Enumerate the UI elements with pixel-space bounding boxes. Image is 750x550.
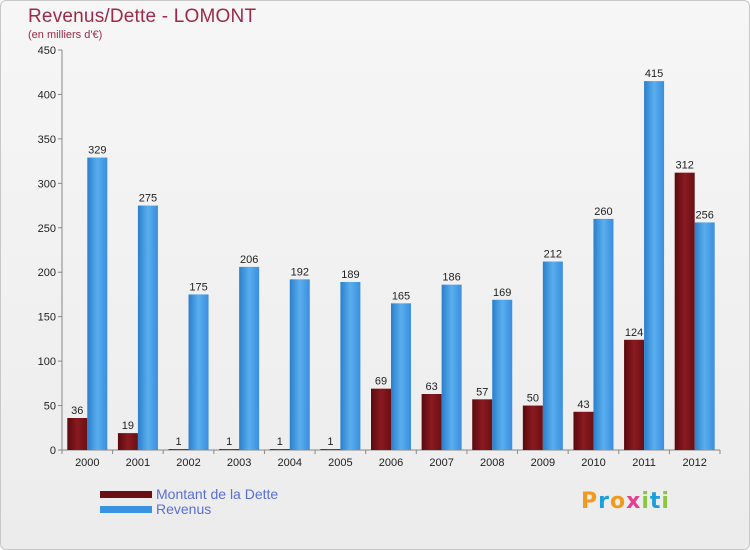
y-tick-label: 0	[50, 445, 56, 457]
logo-letter: x	[626, 489, 642, 514]
bar-dette	[573, 411, 594, 450]
bar-dette	[674, 172, 695, 450]
x-tick-label: 2011	[632, 457, 656, 469]
y-tick-label: 50	[44, 401, 56, 413]
bar-revenus	[441, 284, 462, 450]
data-label-revenus: 189	[341, 269, 359, 281]
bar-dette	[421, 394, 442, 450]
bar-revenus	[188, 294, 209, 450]
x-tick-label: 2007	[429, 457, 453, 469]
bar-dette	[269, 449, 290, 450]
data-label-dette: 1	[175, 436, 181, 448]
bar-dette	[168, 449, 189, 450]
data-label-revenus: 329	[88, 145, 106, 157]
legend-label-revenus: Revenus	[156, 501, 212, 517]
x-tick-label: 2000	[75, 457, 99, 469]
legend-label-dette: Montant de la Dette	[156, 486, 279, 502]
x-tick-label: 2003	[227, 457, 251, 469]
data-label-revenus: 212	[544, 249, 562, 261]
data-label-revenus: 175	[189, 281, 207, 293]
data-label-dette: 312	[676, 160, 694, 172]
bar-revenus	[239, 266, 260, 450]
logo-letter: i	[641, 489, 650, 514]
data-label-dette: 69	[375, 376, 387, 388]
bar-dette	[522, 405, 543, 450]
bar-revenus	[340, 282, 361, 450]
logo-letter: P	[581, 489, 599, 514]
data-label-revenus: 165	[392, 290, 410, 302]
data-label-dette: 50	[527, 393, 539, 405]
y-tick-label: 400	[38, 89, 56, 101]
y-tick-label: 250	[38, 223, 56, 235]
x-tick-label: 2010	[581, 457, 605, 469]
logo-letter: t	[649, 489, 662, 514]
data-label-revenus: 206	[240, 254, 258, 266]
data-label-revenus: 256	[696, 209, 714, 221]
y-tick-label: 300	[38, 178, 56, 190]
data-label-dette: 124	[625, 327, 643, 339]
legend-swatch-revenus	[100, 506, 152, 513]
bar-dette	[67, 418, 88, 450]
data-label-revenus: 275	[139, 193, 157, 205]
x-tick-label: 2009	[531, 457, 555, 469]
bar-revenus	[391, 303, 411, 450]
data-label-dette: 1	[327, 436, 333, 448]
data-label-revenus: 192	[291, 266, 309, 278]
logo-letter: r	[598, 489, 610, 514]
y-tick-label: 350	[38, 134, 56, 146]
bar-revenus	[644, 81, 665, 450]
x-tick-label: 2001	[126, 457, 150, 469]
bar-revenus	[593, 218, 614, 450]
data-label-dette: 63	[425, 381, 437, 393]
y-tick-label: 450	[38, 45, 56, 57]
proxiti-logo: Proxiti	[581, 489, 670, 514]
y-tick-label: 100	[38, 356, 56, 368]
y-tick-label: 150	[38, 312, 56, 324]
bar-revenus	[137, 205, 158, 450]
logo-letter: i	[661, 489, 670, 514]
data-label-revenus: 169	[493, 287, 511, 299]
data-label-revenus: 260	[594, 206, 612, 218]
bar-dette	[117, 433, 138, 450]
chart-title: Revenus/Dette - LOMONT	[28, 6, 257, 27]
x-tick-label: 2006	[379, 457, 403, 469]
data-label-revenus: 186	[442, 272, 460, 284]
data-label-dette: 19	[122, 420, 134, 432]
chart-subtitle: (en milliers d'€)	[28, 29, 103, 41]
x-tick-label: 2005	[328, 457, 352, 469]
data-label-dette: 1	[277, 436, 283, 448]
bar-dette	[371, 388, 391, 450]
bar-dette	[320, 449, 341, 450]
x-tick-label: 2008	[480, 457, 504, 469]
logo-letter: o	[609, 489, 627, 514]
data-label-dette: 1	[226, 436, 232, 448]
x-tick-label: 2012	[682, 457, 706, 469]
bar-dette	[472, 399, 493, 450]
legend-swatch-dette	[100, 491, 152, 498]
y-tick-label: 200	[38, 267, 56, 279]
bar-revenus	[492, 299, 513, 450]
x-tick-label: 2002	[176, 457, 200, 469]
bar-dette	[624, 339, 645, 450]
bar-revenus	[694, 222, 715, 450]
data-label-revenus: 415	[645, 68, 663, 80]
x-tick-label: 2004	[278, 457, 302, 469]
data-label-dette: 43	[577, 399, 589, 411]
bar-revenus	[542, 261, 563, 450]
bar-revenus	[289, 279, 310, 450]
bar-dette	[219, 449, 240, 450]
data-label-dette: 57	[476, 386, 488, 398]
data-label-dette: 36	[71, 405, 83, 417]
bar-revenus	[87, 157, 108, 451]
